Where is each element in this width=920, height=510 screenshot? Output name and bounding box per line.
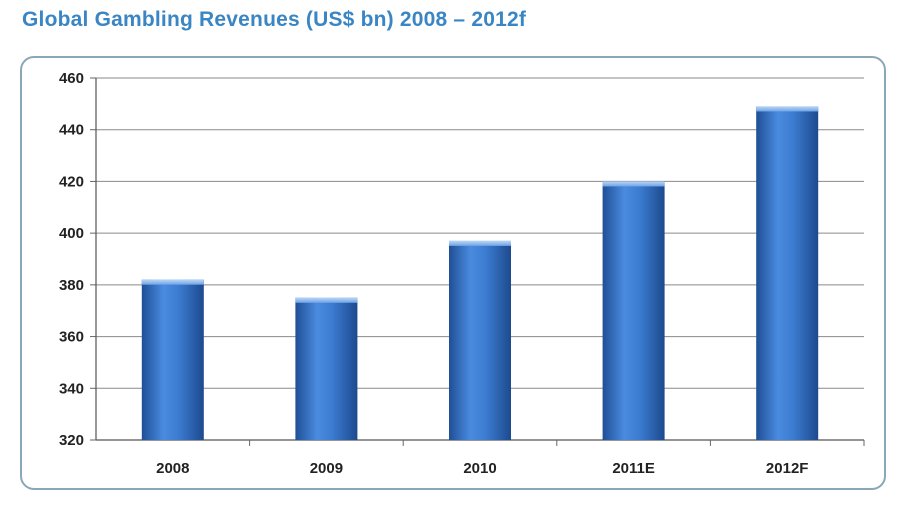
y-tick-label: 460 xyxy=(59,70,84,87)
x-tick-label: 2008 xyxy=(156,460,189,477)
bar-cap-2010 xyxy=(449,240,511,246)
x-tick-label: 2012F xyxy=(766,460,809,477)
labels: 320 340 360 380 400 420 440 460 2008 2009 2010 2011… xyxy=(59,70,809,477)
bar-2010 xyxy=(449,240,511,440)
bar-2012F xyxy=(756,106,819,440)
x-tick-label: 2009 xyxy=(310,460,343,477)
y-tick-label: 360 xyxy=(59,329,84,346)
bar-2011E xyxy=(602,181,665,440)
bar-cap-2011E xyxy=(602,181,665,187)
y-tick-label: 340 xyxy=(59,380,84,397)
y-tick-label: 400 xyxy=(59,225,84,242)
x-tick-label: 2011E xyxy=(612,460,655,477)
y-tick-label: 320 xyxy=(59,432,84,449)
bar-cap-2009 xyxy=(295,297,358,303)
y-tick-label: 440 xyxy=(59,122,84,139)
chart-title: Global Gambling Revenues (US$ bn) 2008 –… xyxy=(22,8,527,31)
y-tick-label: 380 xyxy=(59,277,84,294)
bar-cap-2008 xyxy=(141,279,204,285)
bars xyxy=(141,106,819,440)
bar-2009 xyxy=(295,297,358,440)
bar-cap-2012F xyxy=(756,106,819,112)
y-tick-label: 420 xyxy=(59,173,84,190)
x-tick-label: 2010 xyxy=(463,460,496,477)
bar-2008 xyxy=(141,279,204,440)
